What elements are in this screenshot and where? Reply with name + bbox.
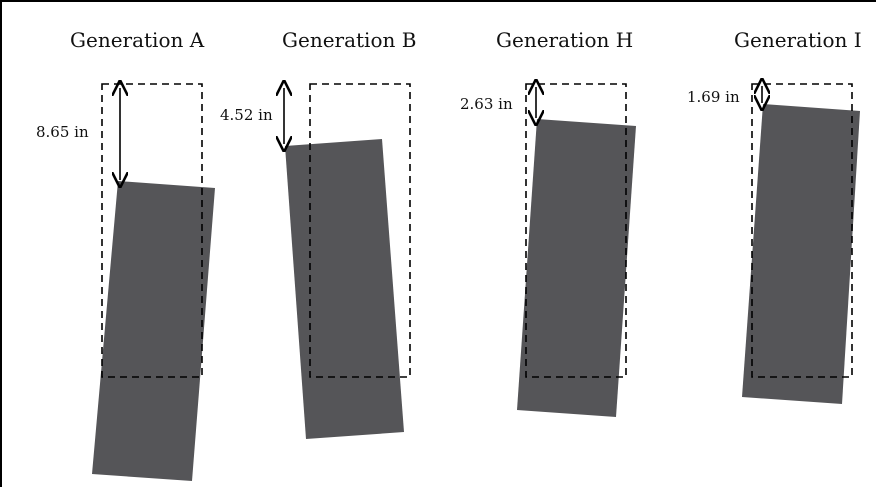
generation-b-title: Generation B bbox=[282, 28, 417, 52]
generation-a-title: Generation A bbox=[70, 28, 205, 52]
generation-i-block bbox=[742, 104, 860, 404]
generation-a-gap-label: 8.65 in bbox=[36, 123, 89, 141]
generation-i-gap-label: 1.69 in bbox=[687, 88, 740, 106]
generation-b-gap-label: 4.52 in bbox=[220, 106, 273, 124]
generation-h-group bbox=[517, 84, 636, 417]
generation-b-group bbox=[284, 83, 411, 439]
generation-h-title: Generation H bbox=[496, 28, 634, 52]
generation-a-block bbox=[92, 181, 215, 481]
generation-b-block bbox=[285, 139, 404, 439]
generation-a-group bbox=[92, 84, 215, 481]
generation-i-title: Generation I bbox=[734, 28, 862, 52]
generation-a-outline bbox=[101, 83, 203, 378]
generation-h-outline bbox=[525, 83, 627, 378]
generation-b-outline bbox=[309, 83, 411, 378]
generation-h-gap-label: 2.63 in bbox=[460, 95, 513, 113]
generation-h-block bbox=[517, 119, 636, 417]
generation-i-outline bbox=[751, 83, 853, 378]
generation-i-group bbox=[742, 84, 860, 404]
